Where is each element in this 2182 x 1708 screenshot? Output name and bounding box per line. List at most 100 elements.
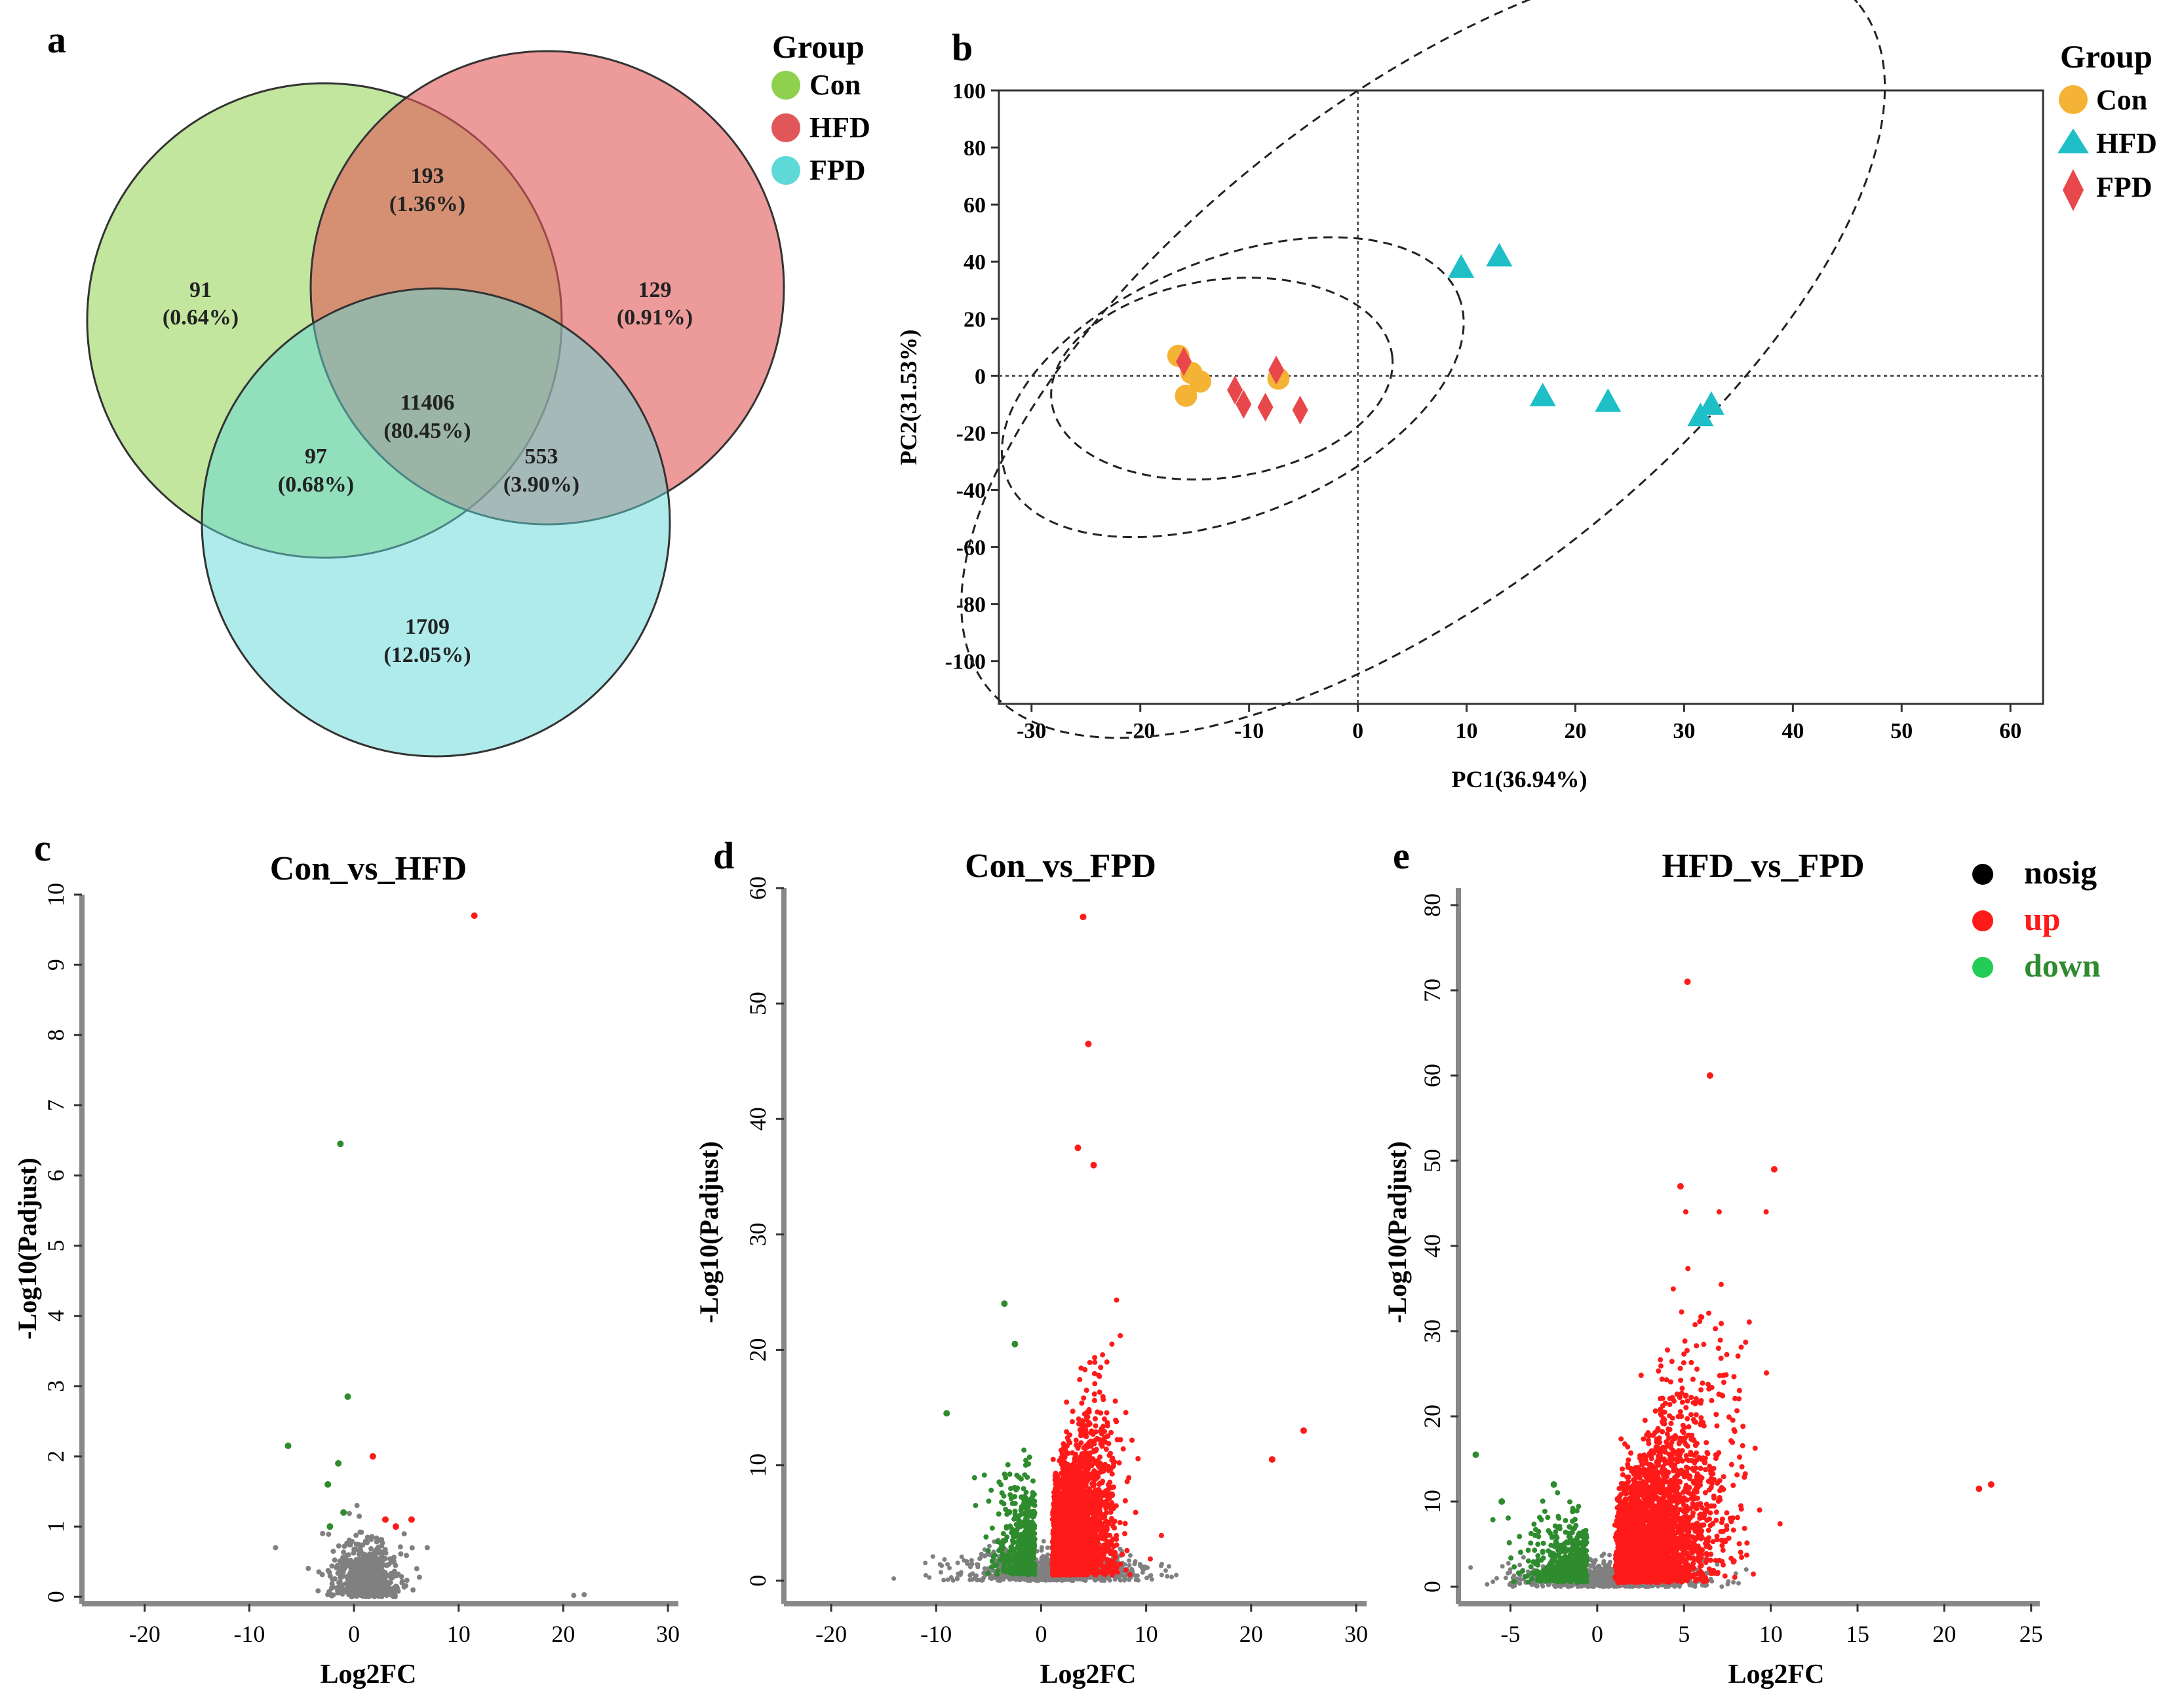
nosig-point (336, 1543, 341, 1549)
volcano-ytick-label: 8 (43, 1029, 69, 1041)
down-point (1032, 1536, 1038, 1542)
pca-points (1167, 243, 1724, 427)
nosig-point (1040, 1561, 1045, 1566)
up-point (1107, 1479, 1113, 1485)
pca-point-hfd (1486, 243, 1513, 267)
nosig-point (376, 1549, 381, 1555)
nosig-point (347, 1591, 353, 1597)
pca-legend-con: Con (2096, 84, 2147, 116)
volcano-xtick-label: 20 (1239, 1621, 1263, 1647)
up-point (1070, 1408, 1076, 1414)
down-point (990, 1554, 996, 1560)
nosig-point (404, 1553, 410, 1559)
up-point (1085, 1422, 1091, 1427)
down-point (337, 1140, 344, 1148)
down-point (1011, 1534, 1017, 1540)
down-point (1029, 1562, 1035, 1568)
nosig-point (386, 1561, 392, 1567)
up-point (1091, 1397, 1097, 1403)
panel-label-d: d (713, 834, 734, 877)
nosig-point (1174, 1572, 1179, 1578)
down-point (1021, 1447, 1027, 1453)
pca-xtick-label: -20 (1125, 719, 1155, 743)
pca-ytick-label: 0 (975, 364, 986, 389)
up-point (1098, 1365, 1104, 1370)
volcano-c-xlabel: Log2FC (321, 1659, 417, 1690)
nosig-point (330, 1548, 336, 1554)
nosig-point (345, 1573, 351, 1579)
nosig-point (382, 1556, 388, 1562)
volcano-ytick-label: 7 (43, 1099, 69, 1111)
volcano-xtick-label: 10 (1135, 1621, 1158, 1647)
nosig-point (376, 1593, 382, 1599)
nosig-point (344, 1553, 350, 1559)
down-point (284, 1442, 292, 1449)
venn-count-hfd-only: 129 (638, 278, 672, 302)
venn-pct-con-fpd: (0.68%) (278, 473, 354, 497)
nosig-point (967, 1577, 973, 1582)
pca-point-con (1188, 370, 1211, 393)
nosig-point (357, 1529, 363, 1535)
down-point (999, 1490, 1005, 1496)
pca-legend-hfd: HFD (2096, 127, 2157, 159)
nosig-point (1069, 1577, 1074, 1582)
up-point (1100, 1352, 1106, 1358)
nosig-point (979, 1551, 984, 1557)
nosig-point (370, 1574, 376, 1580)
nosig-point (959, 1554, 964, 1559)
nosig-point (942, 1557, 947, 1562)
nosig-point (366, 1594, 372, 1600)
volcano-xtick-label: 10 (447, 1621, 471, 1647)
up-point (1064, 1399, 1070, 1405)
nosig-point (950, 1578, 956, 1583)
nosig-point (996, 1577, 1001, 1582)
down-point (1008, 1557, 1014, 1563)
nosig-point (1136, 1578, 1141, 1583)
nosig-point (1132, 1561, 1137, 1566)
down-point (992, 1562, 998, 1568)
down-point (1001, 1564, 1007, 1570)
nosig-point (1081, 1578, 1086, 1583)
down-point (1011, 1548, 1017, 1554)
nosig-point (1107, 1578, 1112, 1583)
up-point (1147, 1556, 1153, 1562)
down-point (1001, 1501, 1007, 1507)
down-point (1003, 1524, 1009, 1530)
up-point (1109, 1341, 1115, 1347)
up-point (1101, 1397, 1106, 1403)
down-point (1024, 1509, 1030, 1515)
up-point (1112, 1561, 1118, 1566)
volcano-ytick-label: 3 (43, 1380, 69, 1392)
up-point (1114, 1297, 1120, 1303)
nosig-point (1007, 1577, 1012, 1582)
pca-point-fpd (1227, 376, 1243, 405)
down-point (326, 1523, 334, 1530)
down-point (1013, 1487, 1019, 1493)
up-point (1112, 1398, 1118, 1404)
up-point (1104, 1434, 1110, 1440)
up-point (1065, 1481, 1071, 1487)
nosig-point (337, 1558, 343, 1564)
up-point (1101, 1463, 1107, 1469)
venn-pct-hfd-only: (0.91%) (617, 305, 693, 330)
down-point (1023, 1458, 1029, 1464)
up-point (1127, 1572, 1133, 1578)
volcano-ytick-label: 4 (43, 1310, 69, 1322)
nosig-point (364, 1540, 370, 1545)
nosig-point (970, 1571, 975, 1576)
up-point (1099, 1568, 1104, 1574)
down-point (1026, 1498, 1032, 1504)
pca-point-con (1175, 384, 1198, 407)
down-point (1000, 1545, 1006, 1551)
up-point (1112, 1554, 1118, 1560)
down-point (1026, 1536, 1032, 1542)
nosig-point (977, 1556, 983, 1561)
nosig-point (356, 1542, 362, 1547)
up-point (1114, 1542, 1120, 1548)
nosig-point (947, 1565, 952, 1570)
down-point (1003, 1557, 1009, 1563)
panel-label-c: c (34, 826, 51, 869)
nosig-point (374, 1539, 380, 1545)
